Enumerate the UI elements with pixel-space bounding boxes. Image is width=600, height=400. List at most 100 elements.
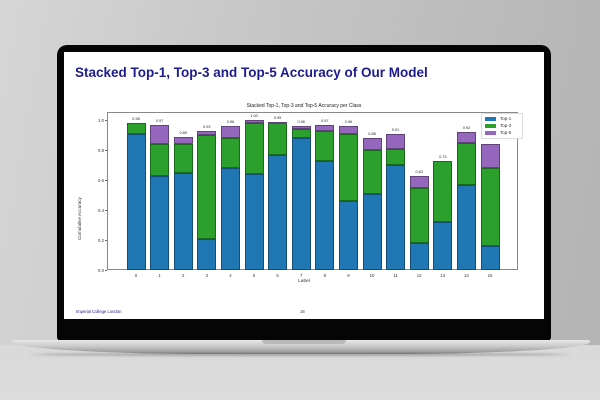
y-tick-mark (105, 240, 107, 241)
bar-segment-top1 (362, 193, 382, 270)
bar-segment-top5 (409, 175, 429, 188)
plot-area (107, 112, 518, 270)
legend-swatch-top3 (485, 124, 496, 128)
bar-segment-top3 (433, 160, 453, 222)
bar-segment-top1 (338, 201, 358, 270)
bar-value-label: 0.96 (226, 120, 235, 124)
y-tick-label: 0.0 (98, 267, 104, 273)
bar-segment-top1 (456, 184, 476, 270)
bar-segment-top3 (197, 135, 217, 239)
bar-segment-top3 (456, 142, 476, 185)
x-tick-label: 14 (464, 273, 469, 278)
bar-segment-top1 (220, 168, 240, 270)
x-tick-label: 8 (323, 273, 326, 278)
bar-value-label: 0.73 (439, 154, 447, 159)
bar-segment-top3 (386, 148, 406, 165)
bar-value-label: 0.89 (179, 130, 187, 135)
bar-class-10 (362, 52, 382, 319)
bar-segment-top3 (244, 123, 264, 174)
bar-segment-top5 (220, 126, 240, 138)
x-tick-label: 3 (205, 273, 208, 278)
y-tick-mark (105, 150, 107, 151)
bar-value-label: 0.98 (132, 117, 140, 121)
legend-item-top3: Top-3 (485, 123, 511, 128)
x-tick-label: 11 (393, 273, 398, 278)
y-tick-label: 0.8 (98, 147, 104, 153)
bar-segment-top5 (386, 133, 406, 149)
bar-segment-top1 (409, 243, 429, 270)
bar-class-9 (338, 52, 358, 319)
bar-class-0 (126, 52, 146, 319)
bar-segment-top1 (244, 174, 264, 270)
bar-value-label: 0.92 (462, 126, 471, 130)
bar-value-label: 0.99 (273, 115, 282, 120)
bar-segment-top3 (315, 130, 335, 161)
y-tick-label: 1.0 (98, 117, 104, 123)
y-tick-mark (105, 120, 107, 121)
bar-segment-top5 (197, 130, 217, 135)
bar-value-label: 0.97 (321, 118, 329, 123)
y-tick-mark (105, 180, 107, 181)
bar-segment-top5 (362, 138, 382, 150)
x-tick-label: 15 (487, 273, 493, 278)
bar-segment-top5 (268, 121, 288, 124)
bar-class-2 (173, 52, 193, 319)
x-tick-label: 1 (158, 273, 161, 278)
bar-class-5 (244, 52, 264, 319)
bar-segment-top1 (197, 238, 217, 270)
bar-segment-top5 (244, 120, 264, 123)
laptop-base (12, 340, 590, 354)
x-tick-label: 2 (181, 273, 185, 278)
bar-segment-top3 (409, 187, 429, 243)
bar-segment-top1 (480, 246, 500, 270)
bar-class-12 (409, 52, 429, 319)
y-tick-mark (105, 210, 107, 211)
laptop-shadow (30, 353, 570, 356)
bar-class-6 (268, 52, 288, 319)
bar-segment-top5 (173, 136, 193, 144)
legend-swatch-top5 (485, 131, 496, 135)
bar-class-15 (480, 52, 500, 319)
bar-segment-top1 (126, 133, 146, 270)
slide-title: Stacked Top-1, Top-3 and Top-5 Accuracy … (75, 65, 428, 80)
legend-item-top5: Top-5 (485, 130, 511, 135)
bar-segment-top1 (386, 165, 406, 270)
bar-segment-top1 (150, 175, 170, 270)
legend-label-top5: Top-5 (500, 130, 512, 135)
background-floor (0, 345, 600, 400)
laptop-screen: Stacked Top-1, Top-3 and Top-5 Accuracy … (64, 52, 544, 319)
y-tick-label: 0.2 (98, 237, 104, 243)
bar-segment-top3 (291, 129, 311, 138)
legend-label-top1: Top-1 (500, 116, 512, 121)
y-axis-label: Cumulative Accuracy (76, 197, 82, 240)
bar-segment-top3 (220, 138, 240, 168)
x-tick-label: 0 (134, 273, 138, 278)
bar-segment-top3 (150, 144, 170, 176)
page-number: 16 (300, 309, 305, 314)
bar-segment-top5 (150, 124, 170, 144)
bar-class-11 (386, 52, 406, 319)
x-tick-label: 5 (252, 273, 256, 278)
bar-value-label: 0.91 (391, 127, 400, 132)
bar-segment-top1 (268, 154, 288, 270)
x-tick-label: 7 (299, 273, 303, 278)
bar-value-label: 0.96 (297, 120, 305, 124)
x-tick-label: 4 (229, 273, 232, 278)
bar-class-14 (456, 52, 476, 319)
bar-class-7 (291, 52, 311, 319)
bar-segment-top1 (315, 160, 335, 270)
bar-segment-top5 (480, 144, 500, 168)
bar-value-label: 0.96 (344, 120, 353, 124)
legend-item-top1: Top-1 (485, 116, 511, 121)
x-tick-label: 10 (369, 273, 375, 278)
x-axis-label: Label (298, 279, 310, 284)
bar-class-1 (150, 52, 170, 319)
footer-institution: Imperial College London (76, 309, 122, 314)
bar-value-label: 0.97 (155, 118, 164, 123)
chart-title: Stacked Top-1, Top-3 and Top-5 Accuracy … (246, 103, 362, 109)
x-tick-label: 6 (276, 273, 279, 278)
bar-value-label: 1.00 (250, 114, 258, 118)
bar-segment-top3 (362, 150, 382, 194)
laptop-notch (262, 340, 346, 344)
bar-value-label: 0.93 (203, 124, 211, 129)
